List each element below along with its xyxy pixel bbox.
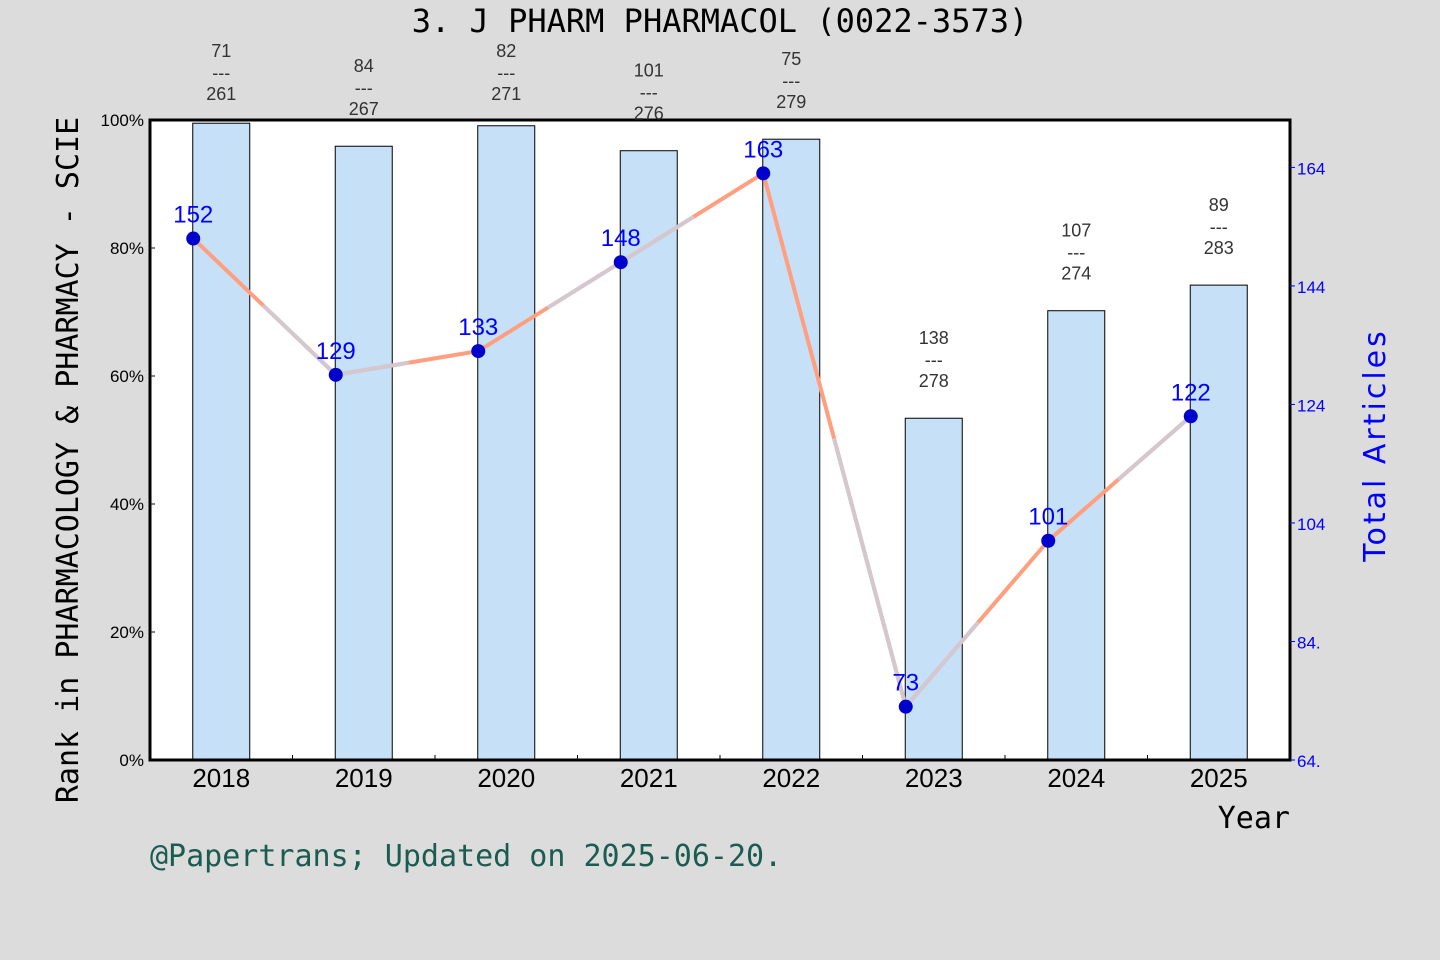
data-point-label: 152 <box>173 202 213 229</box>
rank-separator: --- <box>1067 243 1085 263</box>
x-tick-label: 2018 <box>192 763 250 793</box>
bar-2025 <box>1189 284 1248 761</box>
y-tick-label: 100% <box>101 111 144 130</box>
x-tick-label: 2020 <box>477 763 535 793</box>
data-point-label: 101 <box>1028 504 1068 531</box>
data-point-2024 <box>1041 533 1056 548</box>
chart-title: 3. J PHARM PHARMACOL (0022-3573) <box>412 2 1029 40</box>
rank-label: 89 <box>1209 195 1229 215</box>
rank-label: 71 <box>211 41 231 61</box>
footer-credit: @Papertrans; Updated on 2025-06-20. <box>150 839 782 874</box>
rank-total-label: 261 <box>206 84 236 104</box>
data-point-2019 <box>328 367 343 382</box>
data-point-2022 <box>756 166 771 181</box>
bar-2021 <box>619 150 678 761</box>
rank-separator: --- <box>497 63 515 83</box>
y2-tick-label: 164 <box>1297 159 1325 178</box>
rank-label: 84 <box>354 56 374 76</box>
data-point-label: 148 <box>601 225 641 252</box>
x-tick-label: 2019 <box>335 763 393 793</box>
y-tick-label: 80% <box>110 239 144 258</box>
y-tick-label: 20% <box>110 623 144 642</box>
line-segment-shade <box>618 215 694 265</box>
bar-2018 <box>192 122 251 761</box>
rank-total-label: 271 <box>491 84 521 104</box>
data-point-2018 <box>186 231 201 246</box>
rank-total-label: 276 <box>634 104 664 124</box>
rank-label: 101 <box>634 61 664 81</box>
rank-separator: --- <box>355 78 373 98</box>
rank-label: 107 <box>1061 221 1091 241</box>
data-point-label: 129 <box>316 338 356 365</box>
line-segment-shade <box>1117 414 1193 481</box>
line-segment-shade <box>903 621 979 709</box>
bar-2023 <box>904 417 963 761</box>
bar-2022 <box>762 138 821 761</box>
y-axis-label: Rank in PHARMACOLOGY & PHARMACY - SCIE <box>51 117 86 803</box>
rank-total-label: 279 <box>776 92 806 112</box>
plot-area <box>150 120 1290 760</box>
line-segment-shade <box>832 438 908 709</box>
data-point-label: 73 <box>892 670 919 697</box>
rank-separator: --- <box>1210 217 1228 237</box>
rank-label: 82 <box>496 41 516 61</box>
data-point-label: 133 <box>458 314 498 341</box>
rank-total-label: 278 <box>919 371 949 391</box>
rank-separator: --- <box>782 71 800 91</box>
line-segment-shade <box>262 304 338 377</box>
y-tick-label: 0% <box>119 751 144 770</box>
rank-separator: --- <box>925 350 943 370</box>
y2-tick-label: 84. <box>1297 633 1321 652</box>
line-segment-shade <box>547 260 623 309</box>
x-tick-label: 2021 <box>620 763 678 793</box>
data-point-2025 <box>1183 409 1198 424</box>
rank-label: 138 <box>919 328 949 348</box>
data-point-2023 <box>898 699 913 714</box>
y2-tick-label: 64. <box>1297 752 1321 771</box>
y2-tick-label: 124 <box>1297 396 1325 415</box>
data-point-label: 163 <box>743 136 783 163</box>
y-tick-label: 60% <box>110 367 144 386</box>
rank-total-label: 267 <box>349 99 379 119</box>
bar-2020 <box>477 125 536 761</box>
x-tick-label: 2024 <box>1047 763 1105 793</box>
y-tick-label: 40% <box>110 495 144 514</box>
x-axis-label: Year <box>1218 801 1290 836</box>
y2-tick-label: 104 <box>1297 515 1325 534</box>
x-tick-label: 2023 <box>905 763 963 793</box>
rank-label: 75 <box>781 49 801 69</box>
data-point-2020 <box>471 344 486 359</box>
x-tick-label: 2025 <box>1190 763 1248 793</box>
rank-total-label: 283 <box>1204 238 1234 258</box>
rank-separator: --- <box>212 63 230 83</box>
data-point-2021 <box>613 255 628 270</box>
data-point-label: 122 <box>1171 379 1211 406</box>
x-tick-label: 2022 <box>762 763 820 793</box>
rank-separator: --- <box>640 83 658 103</box>
bar-2019 <box>334 145 393 761</box>
y2-tick-label: 144 <box>1297 278 1325 297</box>
y2-axis-label: Total Articles <box>1358 328 1393 562</box>
rank-total-label: 274 <box>1061 264 1091 284</box>
line-segment-shade <box>333 360 409 377</box>
